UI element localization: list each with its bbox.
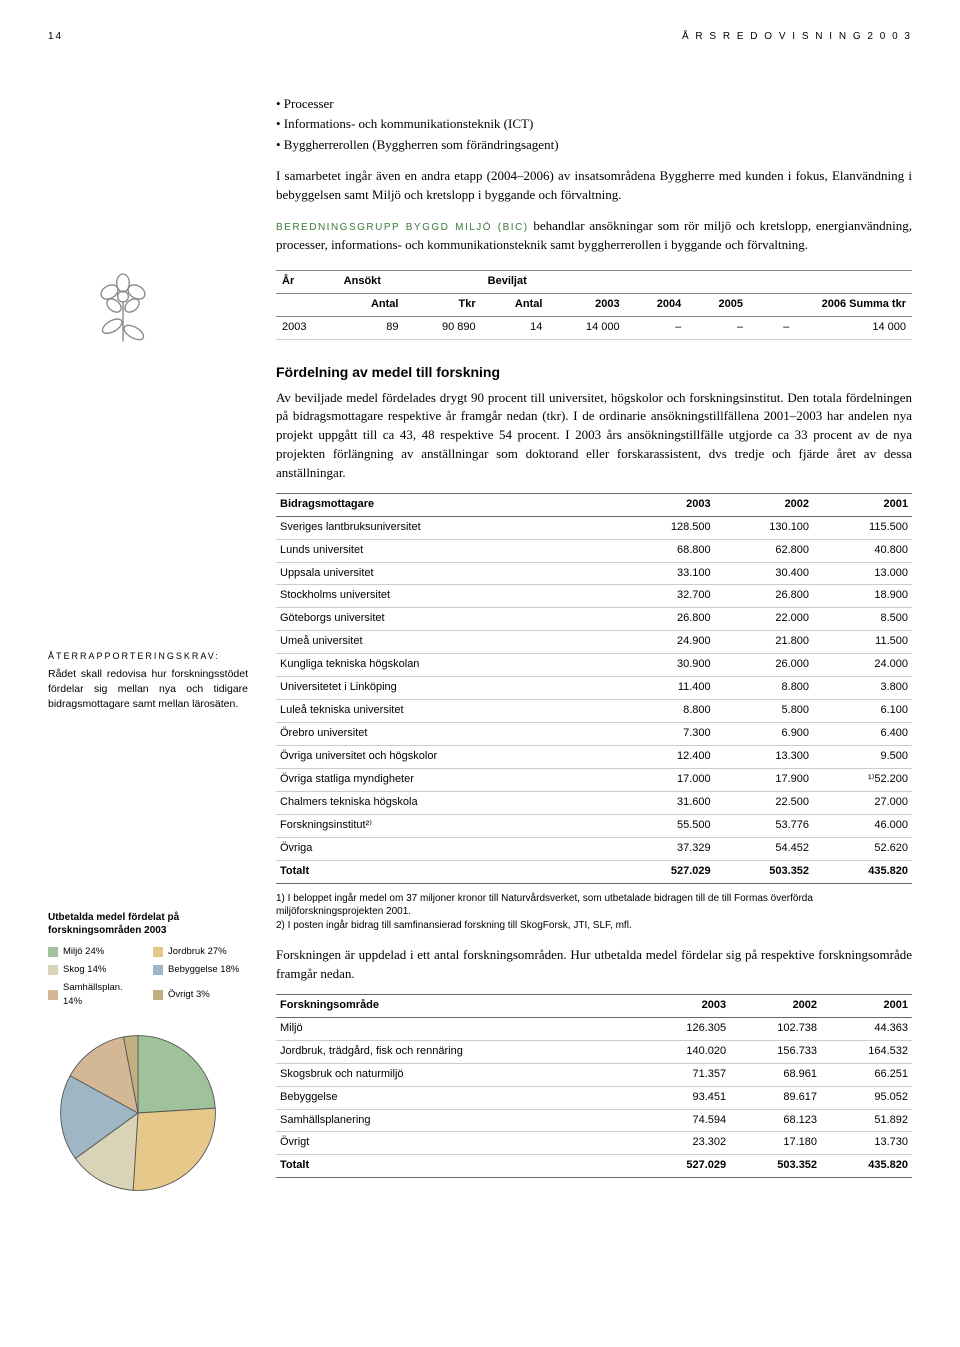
table-ansokt-beviljat: År Ansökt Beviljat Antal Tkr Antal 2003 … bbox=[276, 270, 912, 340]
legend-swatch bbox=[153, 947, 163, 957]
intro-bullets: • Processer • Informations- och kommunik… bbox=[276, 95, 912, 156]
legend-label: Jordbruk 27% bbox=[168, 945, 227, 959]
table-row: Göteborgs universitet26.80022.0008.500 bbox=[276, 608, 912, 631]
bic-label: BEREDNINGSGRUPP BYGGD MILJÖ (BIC) bbox=[276, 222, 529, 233]
legend-item: Samhällsplan. 14% bbox=[48, 981, 143, 1009]
legend-item: Övrigt 3% bbox=[153, 981, 248, 1009]
legend-label: Miljö 24% bbox=[63, 945, 104, 959]
pie-chart bbox=[48, 1023, 228, 1203]
table-row: Övrigt23.30217.18013.730 bbox=[276, 1132, 912, 1155]
table-bidragsmottagare: Bidragsmottagare200320022001 Sveriges la… bbox=[276, 493, 912, 884]
t1-g-antal: 14 bbox=[482, 317, 549, 340]
table-row: Uppsala universitet33.10030.40013.000 bbox=[276, 562, 912, 585]
t1-sh-2005: 2005 bbox=[687, 294, 749, 317]
t1-sh-2006: 2006 Summa tkr bbox=[749, 294, 912, 317]
legend-item: Jordbruk 27% bbox=[153, 945, 248, 959]
table-row: Universitetet i Linköping11.4008.8003.80… bbox=[276, 677, 912, 700]
pie-slice bbox=[133, 1108, 215, 1190]
bullet-ict: • Informations- och kommunikationsteknik… bbox=[276, 115, 912, 134]
sidebar: ÅTERRAPPORTERINGSKRAV: Rådet skall redov… bbox=[48, 95, 248, 1203]
total-row: Totalt527.029503.352435.820 bbox=[276, 1155, 912, 1178]
t3-col-1: 2003 bbox=[639, 994, 730, 1017]
t1-app-tkr: 90 890 bbox=[404, 317, 481, 340]
table-row: Övriga universitet och högskolor12.40013… bbox=[276, 746, 912, 769]
table-row: Skogsbruk och naturmiljö71.35768.96166.2… bbox=[276, 1063, 912, 1086]
total-row: Totalt527.029503.352435.820 bbox=[276, 860, 912, 883]
table-forskningsomrade: Forskningsområde200320022001 Miljö126.30… bbox=[276, 994, 912, 1179]
bic-para: BEREDNINGSGRUPP BYGGD MILJÖ (BIC) behand… bbox=[276, 217, 912, 255]
table-row: Umeå universitet24.90021.80011.500 bbox=[276, 631, 912, 654]
t1-g-sum: 14 000 bbox=[795, 317, 912, 340]
table-row: Luleå tekniska universitet8.8005.8006.10… bbox=[276, 700, 912, 723]
t1-sh-antal: Antal bbox=[338, 294, 405, 317]
table-row: Miljö126.305102.73844.363 bbox=[276, 1017, 912, 1040]
table-row: Sveriges lantbruksuniversitet128.500130.… bbox=[276, 516, 912, 539]
para-forskningsomraden: Forskningen är uppdelad i ett antal fors… bbox=[276, 946, 912, 984]
t2-col-0: Bidragsmottagare bbox=[276, 493, 616, 516]
table-row: Övriga statliga myndigheter17.00017.900¹… bbox=[276, 768, 912, 791]
pie-chart-title: Utbetalda medel fördelat på forskningsom… bbox=[48, 911, 248, 937]
t1-year: 2003 bbox=[276, 317, 338, 340]
t2-col-3: 2001 bbox=[813, 493, 912, 516]
footnote-2: 2) I posten ingår bidrag till samfinansi… bbox=[276, 919, 912, 933]
table-row: Övriga37.32954.45252.620 bbox=[276, 837, 912, 860]
t2-col-1: 2003 bbox=[616, 493, 714, 516]
legend-item: Miljö 24% bbox=[48, 945, 143, 959]
pie-slice bbox=[138, 1035, 215, 1112]
t1-g-2003: 14 000 bbox=[548, 317, 625, 340]
legend-swatch bbox=[48, 990, 58, 1000]
legend-swatch bbox=[153, 990, 163, 1000]
legend-label: Skog 14% bbox=[63, 963, 106, 977]
bullet-processer: • Processer bbox=[276, 95, 912, 114]
legend-item: Bebyggelse 18% bbox=[153, 963, 248, 977]
legend-label: Bebyggelse 18% bbox=[168, 963, 239, 977]
doc-title: Å R S R E D O V I S N I N G 2 0 0 3 bbox=[682, 30, 912, 45]
table-row: Samhällsplanering74.59468.12351.892 bbox=[276, 1109, 912, 1132]
heading-fordelning: Fördelning av medel till forskning bbox=[276, 362, 912, 382]
table-row: Bebyggelse93.45189.61795.052 bbox=[276, 1086, 912, 1109]
legend-label: Samhällsplan. 14% bbox=[63, 981, 143, 1009]
reporting-req-label: ÅTERRAPPORTERINGSKRAV: bbox=[48, 650, 248, 663]
table-row: Chalmers tekniska högskola31.60022.50027… bbox=[276, 791, 912, 814]
footnote-1: 1) I beloppet ingår medel om 37 miljoner… bbox=[276, 892, 912, 919]
t1-sh-2004: 2004 bbox=[626, 294, 688, 317]
t1-app-antal: 89 bbox=[338, 317, 405, 340]
table-row: Örebro universitet7.3006.9006.400 bbox=[276, 723, 912, 746]
t1-g-2006: – bbox=[749, 317, 795, 340]
legend-swatch bbox=[48, 965, 58, 975]
flower-icon bbox=[78, 265, 168, 355]
para-fordelning: Av beviljade medel fördelades drygt 90 p… bbox=[276, 389, 912, 483]
reporting-req-text: Rådet skall redovisa hur forskningsstöde… bbox=[48, 667, 248, 711]
t1-g-2004: – bbox=[626, 317, 688, 340]
page-header: 14 Å R S R E D O V I S N I N G 2 0 0 3 bbox=[48, 30, 912, 45]
t3-col-3: 2001 bbox=[821, 994, 912, 1017]
pie-legend: Miljö 24% Jordbruk 27% Skog 14% Bebyggelse … bbox=[48, 945, 248, 1008]
t1-h-year: År bbox=[276, 271, 338, 294]
legend-swatch bbox=[153, 965, 163, 975]
t1-sh-2003: 2003 bbox=[548, 294, 625, 317]
table-row: Kungliga tekniska högskolan30.90026.0002… bbox=[276, 654, 912, 677]
legend-item: Skog 14% bbox=[48, 963, 143, 977]
main-content: • Processer • Informations- och kommunik… bbox=[276, 95, 912, 1203]
legend-label: Övrigt 3% bbox=[168, 988, 210, 1002]
table-row: Forskningsinstitut²⁾55.50053.77646.000 bbox=[276, 814, 912, 837]
legend-swatch bbox=[48, 947, 58, 957]
table-row: Lunds universitet68.80062.80040.800 bbox=[276, 539, 912, 562]
table-row: Stockholms universitet32.70026.80018.900 bbox=[276, 585, 912, 608]
t1-h-granted: Beviljat bbox=[482, 271, 912, 294]
t1-sh-tkr: Tkr bbox=[404, 294, 481, 317]
t3-col-0: Forskningsområde bbox=[276, 994, 639, 1017]
footnotes: 1) I beloppet ingår medel om 37 miljoner… bbox=[276, 892, 912, 933]
table-row: 2003 89 90 890 14 14 000 – – – 14 000 bbox=[276, 317, 912, 340]
intro-para: I samarbetet ingår även en andra etapp (… bbox=[276, 167, 912, 205]
bullet-byggherre: • Byggherrerollen (Byggherren som föränd… bbox=[276, 136, 912, 155]
t1-g-2005: – bbox=[687, 317, 749, 340]
t3-col-2: 2002 bbox=[730, 994, 821, 1017]
page-number: 14 bbox=[48, 30, 63, 45]
t1-sh-antal2: Antal bbox=[482, 294, 549, 317]
t1-h-applied: Ansökt bbox=[338, 271, 482, 294]
table-row: Jordbruk, trädgård, fisk och rennäring14… bbox=[276, 1040, 912, 1063]
t2-col-2: 2002 bbox=[715, 493, 813, 516]
